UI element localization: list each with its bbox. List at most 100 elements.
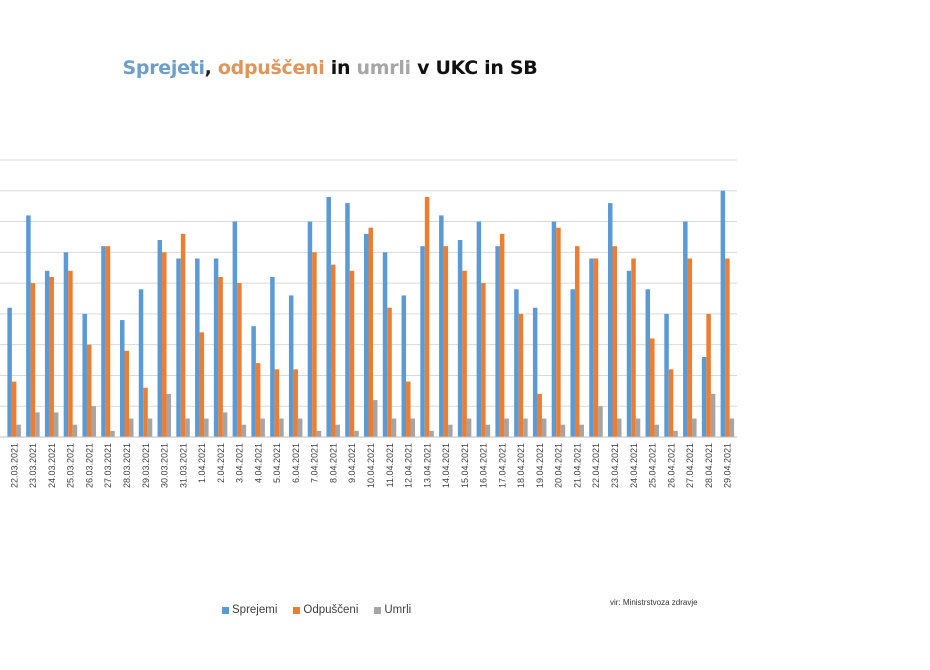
legend-label: Odpuščeni: [303, 604, 359, 616]
bar-odpuščeni-25.04.2021: [650, 338, 655, 437]
legend-swatch: [293, 606, 301, 614]
x-tick-label: 29.04.2021: [723, 443, 733, 488]
x-tick-label: 7.04.2021: [310, 443, 320, 483]
bar-umrli-29.03.2021: [147, 418, 153, 437]
bar-odpuščeni-16.04.2021: [481, 283, 486, 437]
bar-umrli-27.04.2021: [692, 418, 697, 437]
bar-umrli-3.04.2021: [241, 424, 247, 437]
x-tick-label: 6.04.2021: [291, 443, 301, 483]
bar-umrli-12.04.2021: [410, 418, 416, 437]
source-note: vir: Ministrstvoza zdravje: [610, 598, 698, 607]
bar-sprejemi-9.04.2021: [345, 203, 350, 437]
bar-odpuščeni-5.04.2021: [274, 369, 280, 437]
bar-odpuščeni-14.04.2021: [443, 246, 449, 437]
x-tick-label: 23.03.2021: [28, 443, 38, 488]
bar-sprejemi-1.04.2021: [195, 258, 200, 437]
legend-item-umrli: Umrli: [374, 604, 411, 616]
bar-umrli-25.03.2021: [72, 424, 78, 437]
legend-label: Umrli: [384, 604, 412, 616]
bar-odpuščeni-24.04.2021: [631, 258, 636, 437]
bar-sprejemi-2.04.2021: [213, 258, 219, 437]
bar-sprejemi-23.03.2021: [26, 215, 31, 437]
bar-sprejemi-26.03.2021: [82, 313, 87, 437]
bar-umrli-11.04.2021: [391, 418, 397, 437]
legend-swatch: [222, 606, 229, 614]
bar-umrli-4.04.2021: [260, 418, 265, 437]
x-tick-label: 23.04.2021: [610, 443, 620, 488]
x-tick-label: 14.04.2021: [441, 443, 451, 488]
bar-sprejemi-11.04.2021: [382, 252, 388, 437]
x-tick-label: 15.04.2021: [460, 443, 470, 488]
x-tick-label: 24.04.2021: [629, 443, 639, 488]
bar-odpuščeni-2.04.2021: [218, 276, 223, 437]
x-tick-label: 11.04.2021: [385, 443, 395, 487]
bar-umrli-2.04.2021: [222, 412, 228, 437]
bar-sprejemi-29.04.2021: [720, 190, 726, 437]
bar-sprejemi-19.04.2021: [532, 307, 538, 437]
bar-umrli-17.04.2021: [504, 418, 509, 437]
x-tick-label: 20.04.2021: [554, 443, 564, 488]
bar-sprejemi-16.04.2021: [476, 221, 482, 437]
bar-odpuščeni-29.03.2021: [143, 387, 148, 437]
bar-umrli-22.03.2021: [16, 424, 21, 437]
bar-odpuščeni-27.03.2021: [105, 246, 111, 437]
legend-item-sprejemi: Sprejemi: [222, 604, 277, 616]
bar-sprejemi-22.04.2021: [589, 258, 594, 437]
bar-odpuščeni-12.04.2021: [406, 381, 411, 437]
bar-odpuščeni-26.04.2021: [668, 369, 674, 437]
legend: Sprejemi Odpuščeni Umrli: [222, 604, 411, 616]
legend-item-odpusceni: Odpuščeni: [293, 604, 358, 616]
bar-sprejemi-22.03.2021: [7, 307, 12, 437]
bar-umrli-21.04.2021: [579, 424, 584, 437]
title-part: ,: [204, 57, 218, 79]
bar-odpuščeni-9.04.2021: [349, 270, 355, 437]
x-tick-label: 17.04.2021: [497, 443, 507, 488]
bar-umrli-10.04.2021: [373, 400, 378, 437]
bar-umrli-25.04.2021: [654, 424, 660, 437]
bar-odpuščeni-1.04.2021: [199, 332, 205, 437]
bar-sprejemi-12.04.2021: [401, 295, 407, 437]
bar-umrli-8.04.2021: [335, 424, 340, 437]
x-tick-label: 30.03.2021: [160, 443, 170, 488]
bar-umrli-15.04.2021: [466, 418, 472, 437]
bar-sprejemi-24.03.2021: [44, 270, 50, 437]
bar-odpuščeni-21.04.2021: [574, 246, 580, 437]
bar-umrli-9.04.2021: [354, 430, 359, 437]
x-tick-label: 25.03.2021: [66, 443, 76, 488]
bar-umrli-26.04.2021: [673, 430, 678, 437]
x-tick-label: 27.04.2021: [685, 443, 695, 488]
x-tick-label: 16.04.2021: [479, 443, 489, 488]
x-tick-label: 24.03.2021: [47, 443, 57, 488]
bar-sprejemi-27.04.2021: [683, 221, 688, 437]
bar-odpuščeni-19.04.2021: [537, 393, 542, 437]
bar-odpuščeni-24.03.2021: [49, 276, 54, 437]
x-tick-label: 27.03.2021: [103, 443, 113, 488]
bar-odpuščeni-13.04.2021: [424, 196, 430, 437]
bar-odpuščeni-10.04.2021: [368, 227, 373, 437]
bar-sprejemi-28.03.2021: [120, 320, 125, 437]
bar-sprejemi-27.03.2021: [101, 246, 106, 437]
bar-sprejemi-6.04.2021: [288, 295, 294, 437]
bar-sprejemi-30.03.2021: [157, 240, 163, 437]
bar-sprejemi-10.04.2021: [364, 233, 369, 437]
bar-umrli-23.03.2021: [35, 412, 40, 437]
bar-sprejemi-26.04.2021: [664, 313, 669, 437]
bar-odpuščeni-11.04.2021: [387, 307, 392, 437]
bar-sprejemi-25.04.2021: [645, 289, 651, 437]
x-tick-label: 12.04.2021: [404, 443, 414, 488]
bar-umrli-30.03.2021: [166, 393, 172, 437]
x-tick-label: 26.03.2021: [84, 443, 94, 488]
bar-sprejemi-8.04.2021: [326, 196, 331, 437]
x-tick-label: 29.03.2021: [141, 443, 151, 488]
x-tick-label: 10.04.2021: [366, 443, 376, 488]
x-tick-label: 19.04.2021: [535, 443, 545, 488]
bar-odpuščeni-23.04.2021: [612, 246, 617, 437]
bar-umrli-20.04.2021: [560, 424, 566, 437]
bar-sprejemi-24.04.2021: [626, 270, 632, 437]
bar-umrli-7.04.2021: [316, 430, 322, 437]
bar-odpuščeni-6.04.2021: [293, 369, 298, 437]
title-part: umrli: [356, 57, 412, 79]
bar-odpuščeni-29.04.2021: [725, 258, 730, 437]
bar-odpuščeni-28.04.2021: [706, 313, 711, 437]
x-tick-label: 3.04.2021: [235, 443, 245, 483]
